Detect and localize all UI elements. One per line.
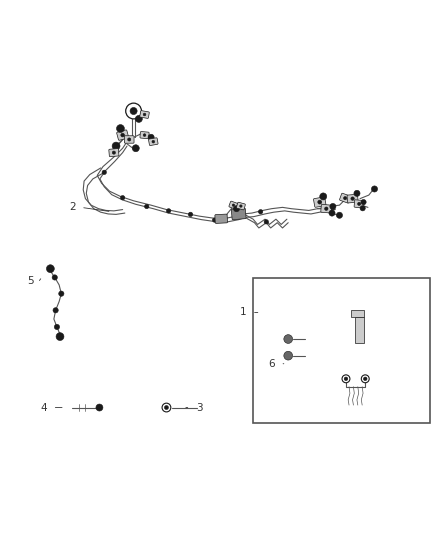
Circle shape xyxy=(56,333,64,341)
Circle shape xyxy=(351,197,354,200)
Circle shape xyxy=(152,140,155,143)
Circle shape xyxy=(342,375,350,383)
Circle shape xyxy=(264,220,268,224)
Circle shape xyxy=(357,202,361,205)
Circle shape xyxy=(132,145,139,152)
Circle shape xyxy=(126,103,141,119)
Circle shape xyxy=(121,133,124,137)
Circle shape xyxy=(344,377,348,381)
Text: 1: 1 xyxy=(240,308,247,318)
Text: 5: 5 xyxy=(27,276,34,286)
Circle shape xyxy=(284,351,293,360)
Circle shape xyxy=(330,204,336,209)
FancyBboxPatch shape xyxy=(229,201,238,209)
Circle shape xyxy=(240,205,242,207)
Circle shape xyxy=(52,275,57,280)
Circle shape xyxy=(361,199,366,205)
Circle shape xyxy=(143,113,146,116)
FancyBboxPatch shape xyxy=(124,136,134,143)
FancyBboxPatch shape xyxy=(321,204,332,213)
Circle shape xyxy=(364,377,367,381)
Circle shape xyxy=(318,200,321,204)
Circle shape xyxy=(54,324,60,329)
Bar xyxy=(351,310,364,317)
Circle shape xyxy=(102,170,106,174)
Circle shape xyxy=(336,212,343,219)
Circle shape xyxy=(320,193,327,200)
Circle shape xyxy=(120,196,125,200)
Text: 3: 3 xyxy=(196,402,203,413)
Circle shape xyxy=(112,151,116,154)
Bar xyxy=(355,317,364,343)
Circle shape xyxy=(148,134,154,140)
Circle shape xyxy=(117,125,124,133)
Bar xyxy=(253,278,430,423)
Circle shape xyxy=(361,375,369,383)
Circle shape xyxy=(233,206,240,212)
Circle shape xyxy=(143,134,146,136)
FancyBboxPatch shape xyxy=(354,200,364,208)
FancyBboxPatch shape xyxy=(231,208,246,220)
Circle shape xyxy=(284,335,293,343)
Text: 4: 4 xyxy=(40,402,47,413)
FancyBboxPatch shape xyxy=(148,138,158,146)
FancyBboxPatch shape xyxy=(237,202,245,210)
Circle shape xyxy=(234,214,239,218)
FancyBboxPatch shape xyxy=(339,193,351,203)
Circle shape xyxy=(371,186,378,192)
FancyBboxPatch shape xyxy=(140,111,149,118)
Circle shape xyxy=(258,209,263,214)
Circle shape xyxy=(343,197,347,200)
FancyBboxPatch shape xyxy=(109,149,119,157)
Circle shape xyxy=(166,209,171,213)
Circle shape xyxy=(112,142,120,150)
Circle shape xyxy=(354,190,360,197)
Circle shape xyxy=(162,403,171,412)
FancyBboxPatch shape xyxy=(314,197,326,207)
Circle shape xyxy=(360,206,365,211)
FancyBboxPatch shape xyxy=(117,130,129,140)
Circle shape xyxy=(46,265,54,273)
Circle shape xyxy=(59,291,64,296)
Circle shape xyxy=(325,207,328,211)
Circle shape xyxy=(127,138,131,141)
FancyBboxPatch shape xyxy=(215,214,227,223)
Circle shape xyxy=(53,308,58,313)
Circle shape xyxy=(135,115,142,123)
Text: 2: 2 xyxy=(69,203,76,212)
Circle shape xyxy=(130,108,137,115)
Text: 6: 6 xyxy=(268,359,275,369)
FancyBboxPatch shape xyxy=(347,195,358,203)
Circle shape xyxy=(96,404,103,411)
Circle shape xyxy=(164,406,168,409)
Circle shape xyxy=(212,218,217,222)
FancyBboxPatch shape xyxy=(140,132,149,139)
Circle shape xyxy=(232,204,235,206)
Circle shape xyxy=(145,204,149,209)
Circle shape xyxy=(188,212,193,216)
Circle shape xyxy=(329,210,335,216)
